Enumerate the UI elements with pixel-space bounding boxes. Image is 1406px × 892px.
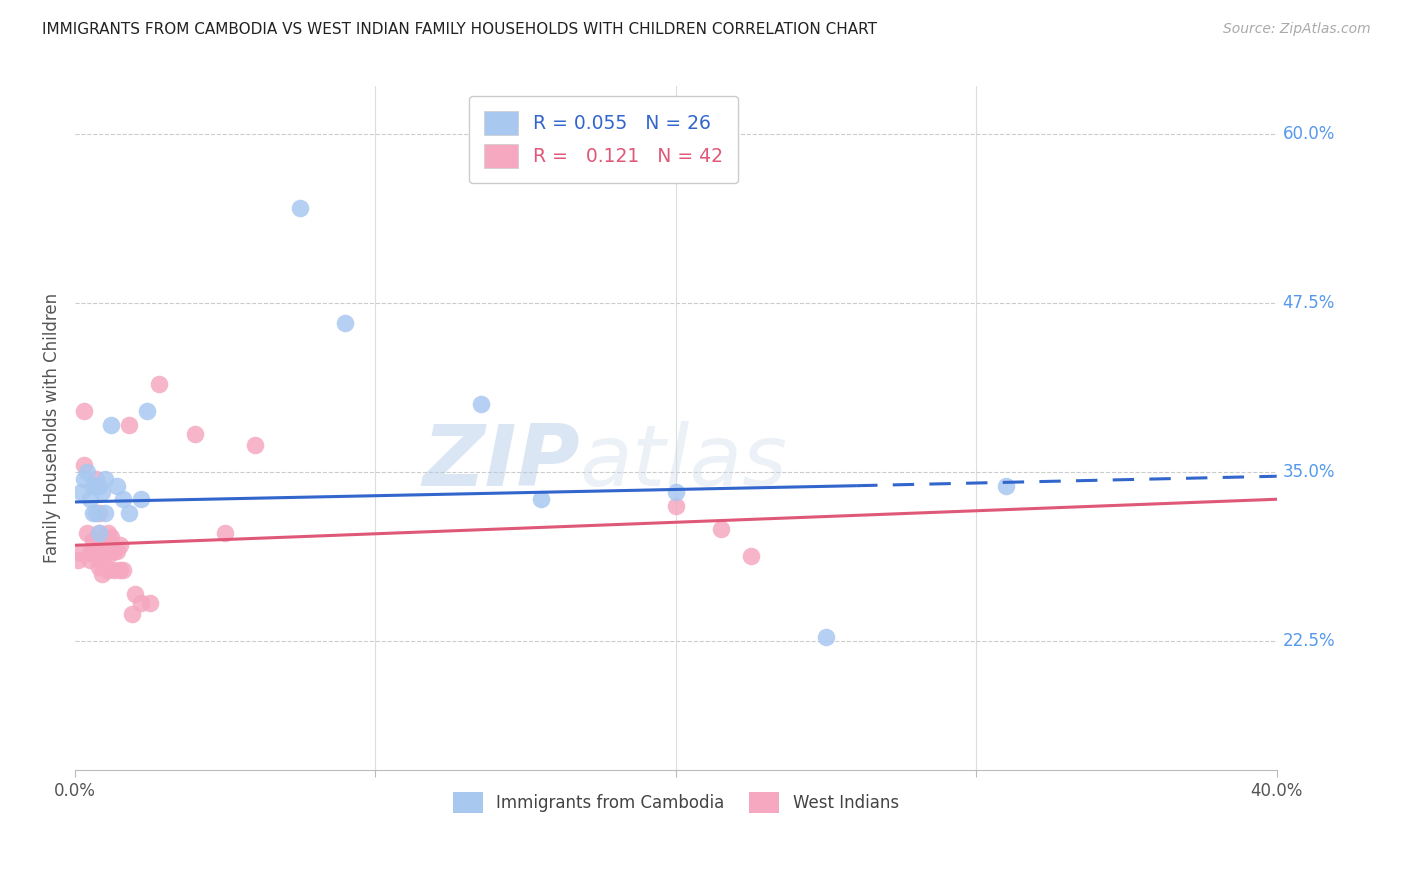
Point xyxy=(124,587,146,601)
Point xyxy=(118,506,141,520)
Point xyxy=(94,560,117,574)
Point xyxy=(815,630,838,644)
Point xyxy=(665,485,688,500)
Point xyxy=(112,563,135,577)
Point xyxy=(136,404,159,418)
Point xyxy=(79,492,101,507)
Point xyxy=(103,563,125,577)
Point xyxy=(94,546,117,560)
Point xyxy=(129,492,152,507)
Point xyxy=(76,465,98,479)
Point xyxy=(76,526,98,541)
Point xyxy=(84,506,107,520)
Point xyxy=(87,526,110,541)
Point xyxy=(112,492,135,507)
Point xyxy=(87,506,110,520)
Point xyxy=(82,506,104,520)
Y-axis label: Family Households with Children: Family Households with Children xyxy=(44,293,60,563)
Point xyxy=(214,526,236,541)
Text: 22.5%: 22.5% xyxy=(1282,632,1336,650)
Point xyxy=(121,607,143,622)
Point xyxy=(184,427,207,442)
Point xyxy=(97,526,120,541)
Point xyxy=(79,546,101,560)
Point xyxy=(108,563,131,577)
Point xyxy=(94,472,117,486)
Point xyxy=(118,417,141,432)
Point xyxy=(87,560,110,574)
Legend: Immigrants from Cambodia, West Indians: Immigrants from Cambodia, West Indians xyxy=(443,781,908,823)
Point xyxy=(73,458,96,473)
Point xyxy=(100,417,122,432)
Point xyxy=(97,563,120,577)
Point xyxy=(84,472,107,486)
Point xyxy=(710,522,733,536)
Point xyxy=(82,533,104,547)
Text: 35.0%: 35.0% xyxy=(1282,463,1336,481)
Point xyxy=(91,485,114,500)
Point xyxy=(66,553,89,567)
Point xyxy=(740,549,762,563)
Text: IMMIGRANTS FROM CAMBODIA VS WEST INDIAN FAMILY HOUSEHOLDS WITH CHILDREN CORRELAT: IMMIGRANTS FROM CAMBODIA VS WEST INDIAN … xyxy=(42,22,877,37)
Point xyxy=(100,546,122,560)
Point xyxy=(73,472,96,486)
Point xyxy=(108,538,131,552)
Point xyxy=(91,553,114,567)
Point xyxy=(665,499,688,513)
Point xyxy=(82,546,104,560)
Point xyxy=(94,546,117,560)
Text: 60.0%: 60.0% xyxy=(1282,125,1336,143)
Text: Source: ZipAtlas.com: Source: ZipAtlas.com xyxy=(1223,22,1371,37)
Point xyxy=(73,404,96,418)
Point xyxy=(84,540,107,554)
Point xyxy=(290,201,312,215)
Point xyxy=(91,566,114,581)
Point xyxy=(91,540,114,554)
Point xyxy=(79,553,101,567)
Point xyxy=(470,397,492,411)
Point xyxy=(139,597,162,611)
Point xyxy=(87,479,110,493)
Point xyxy=(70,485,93,500)
Point xyxy=(335,316,357,330)
Point xyxy=(82,479,104,493)
Point xyxy=(100,530,122,544)
Point xyxy=(87,526,110,541)
Point xyxy=(84,479,107,493)
Point xyxy=(94,506,117,520)
Text: 47.5%: 47.5% xyxy=(1282,294,1336,312)
Point xyxy=(70,546,93,560)
Point xyxy=(530,492,553,507)
Point xyxy=(129,597,152,611)
Point xyxy=(105,479,128,493)
Text: ZIP: ZIP xyxy=(422,421,579,504)
Point xyxy=(995,479,1018,493)
Point xyxy=(245,438,267,452)
Point xyxy=(105,543,128,558)
Text: atlas: atlas xyxy=(579,421,787,504)
Point xyxy=(148,377,170,392)
Point xyxy=(103,543,125,558)
